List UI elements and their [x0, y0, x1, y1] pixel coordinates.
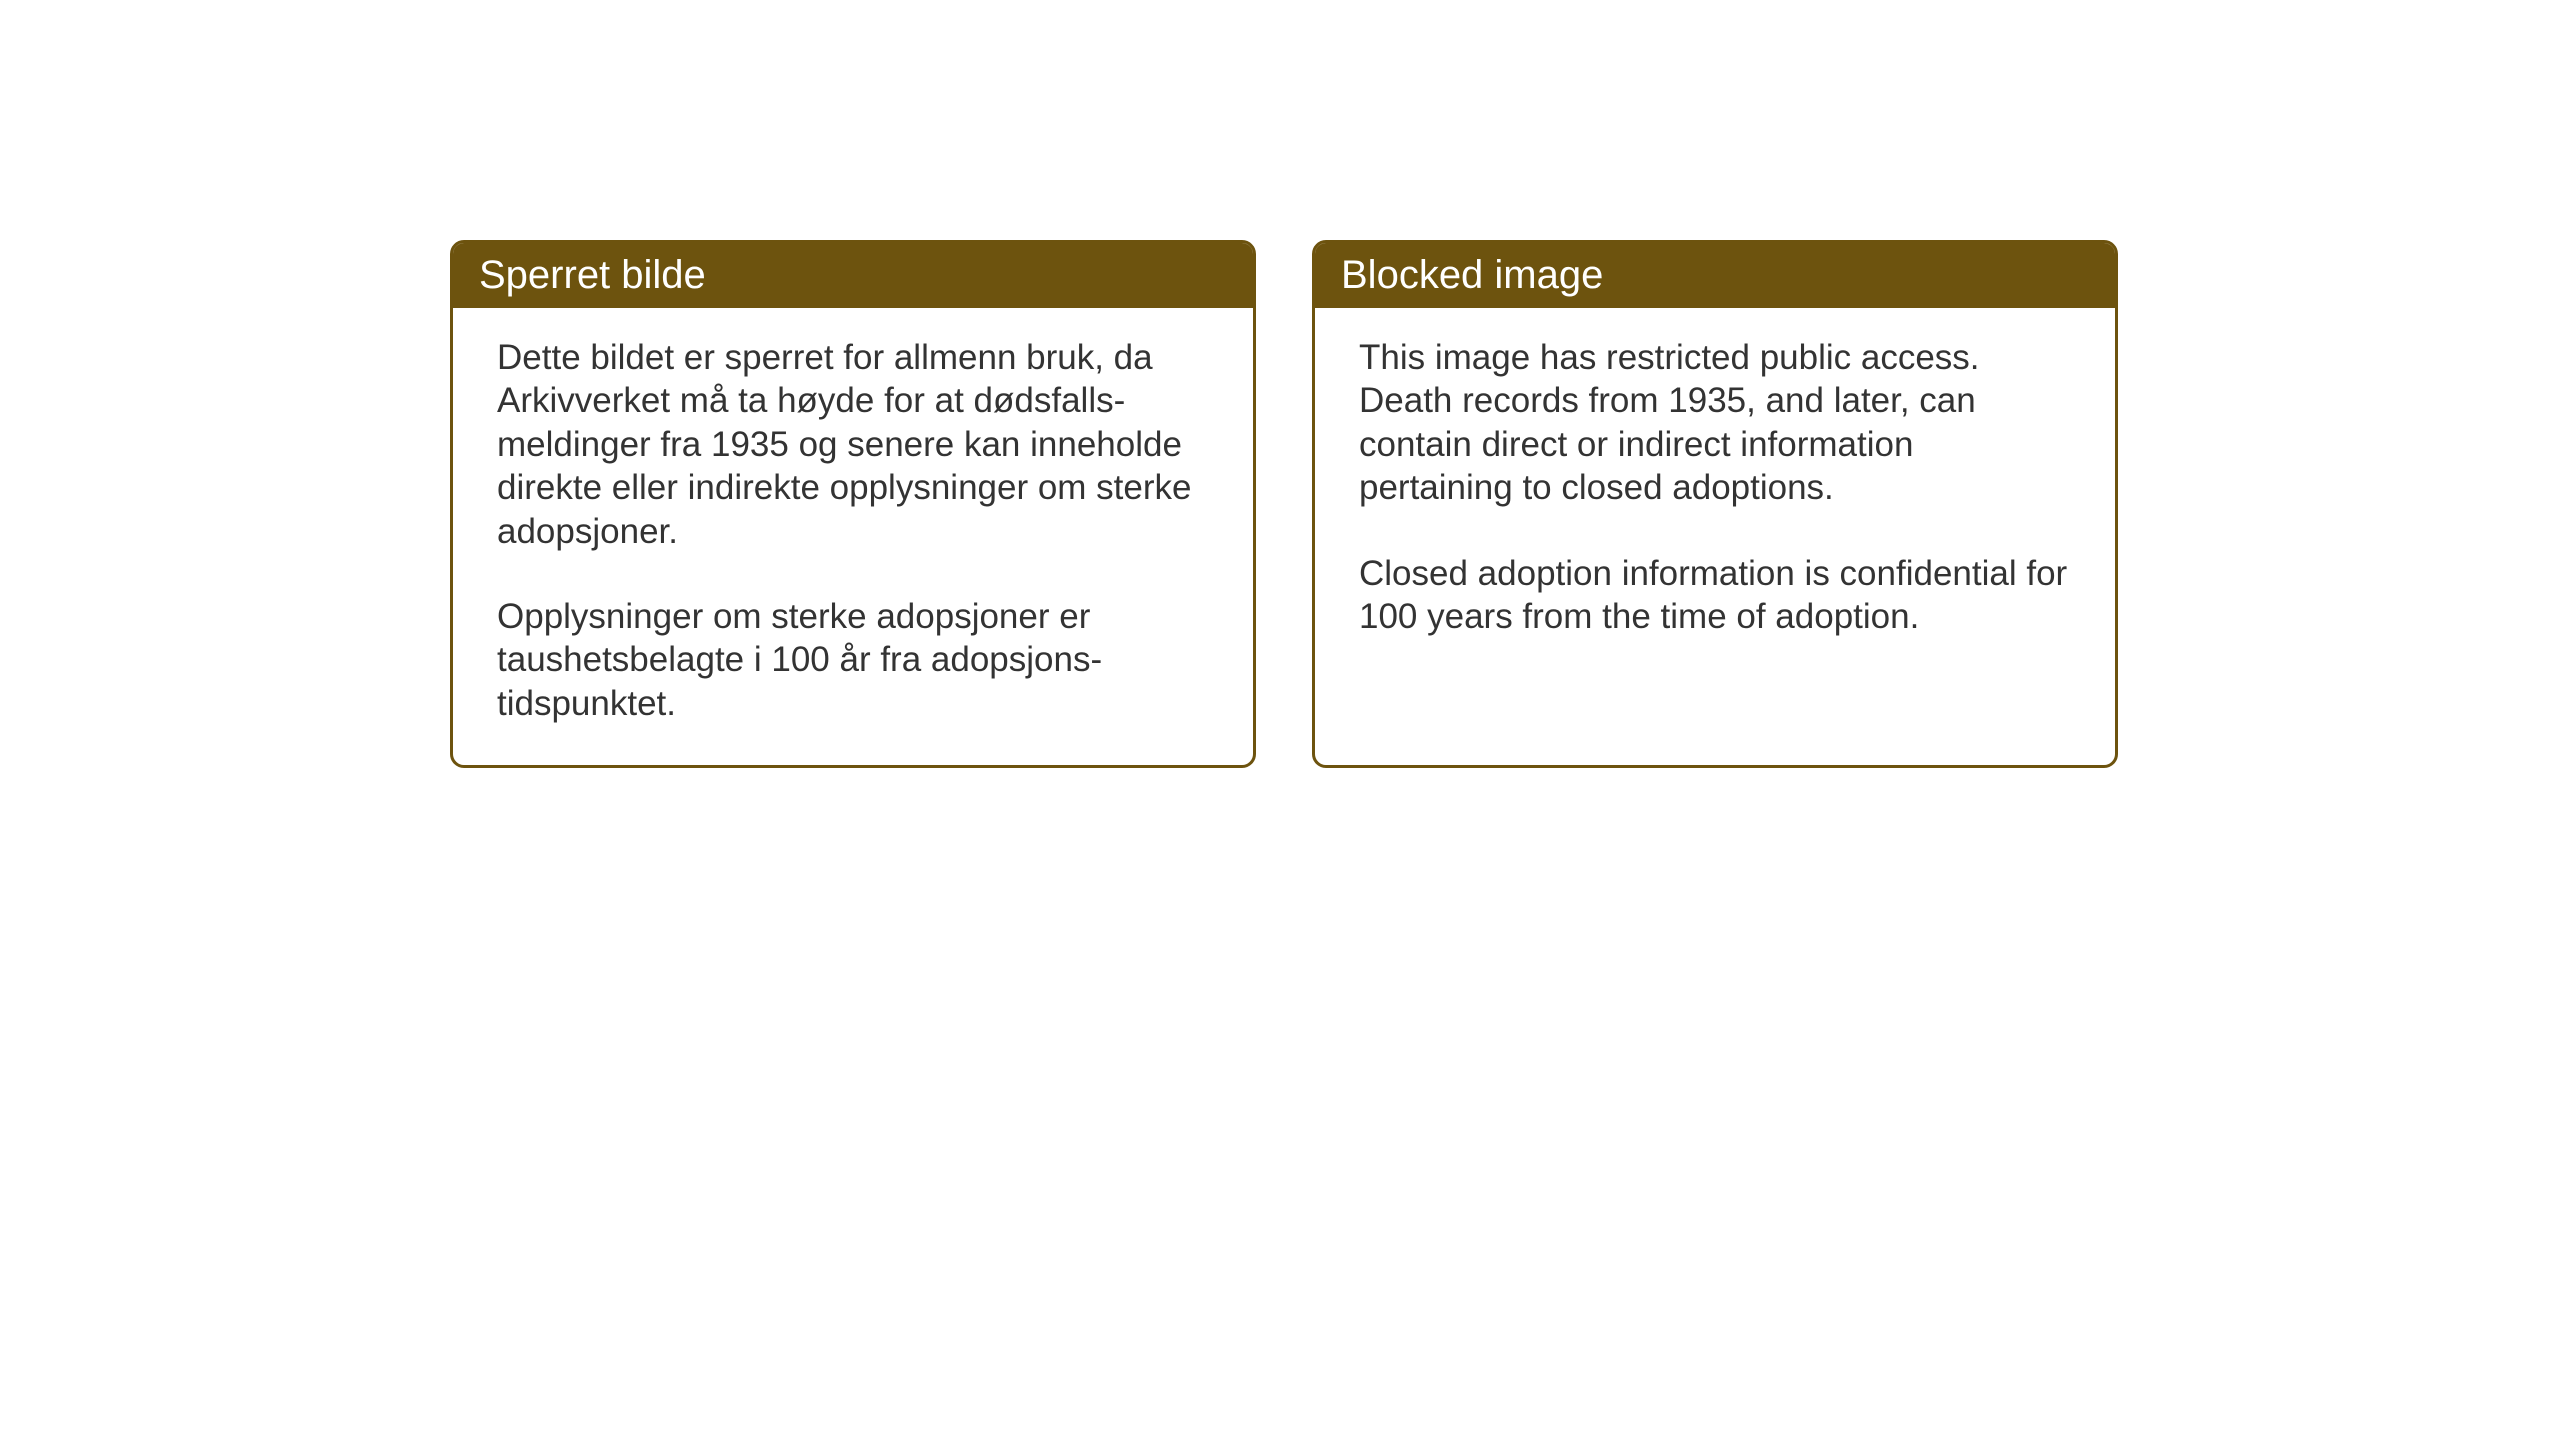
notice-header-english: Blocked image — [1315, 243, 2115, 308]
notice-title-english: Blocked image — [1341, 253, 1603, 297]
notice-paragraph-2-norwegian: Opplysninger om sterke adopsjoner er tau… — [497, 595, 1209, 725]
notice-title-norwegian: Sperret bilde — [479, 253, 706, 297]
notice-body-norwegian: Dette bildet er sperret for allmenn bruk… — [453, 308, 1253, 765]
notice-header-norwegian: Sperret bilde — [453, 243, 1253, 308]
notice-container: Sperret bilde Dette bildet er sperret fo… — [450, 240, 2118, 768]
notice-paragraph-2-english: Closed adoption information is confident… — [1359, 552, 2071, 639]
notice-box-norwegian: Sperret bilde Dette bildet er sperret fo… — [450, 240, 1256, 768]
notice-body-english: This image has restricted public access.… — [1315, 308, 2115, 678]
notice-paragraph-1-norwegian: Dette bildet er sperret for allmenn bruk… — [497, 336, 1209, 553]
notice-box-english: Blocked image This image has restricted … — [1312, 240, 2118, 768]
notice-paragraph-1-english: This image has restricted public access.… — [1359, 336, 2071, 510]
